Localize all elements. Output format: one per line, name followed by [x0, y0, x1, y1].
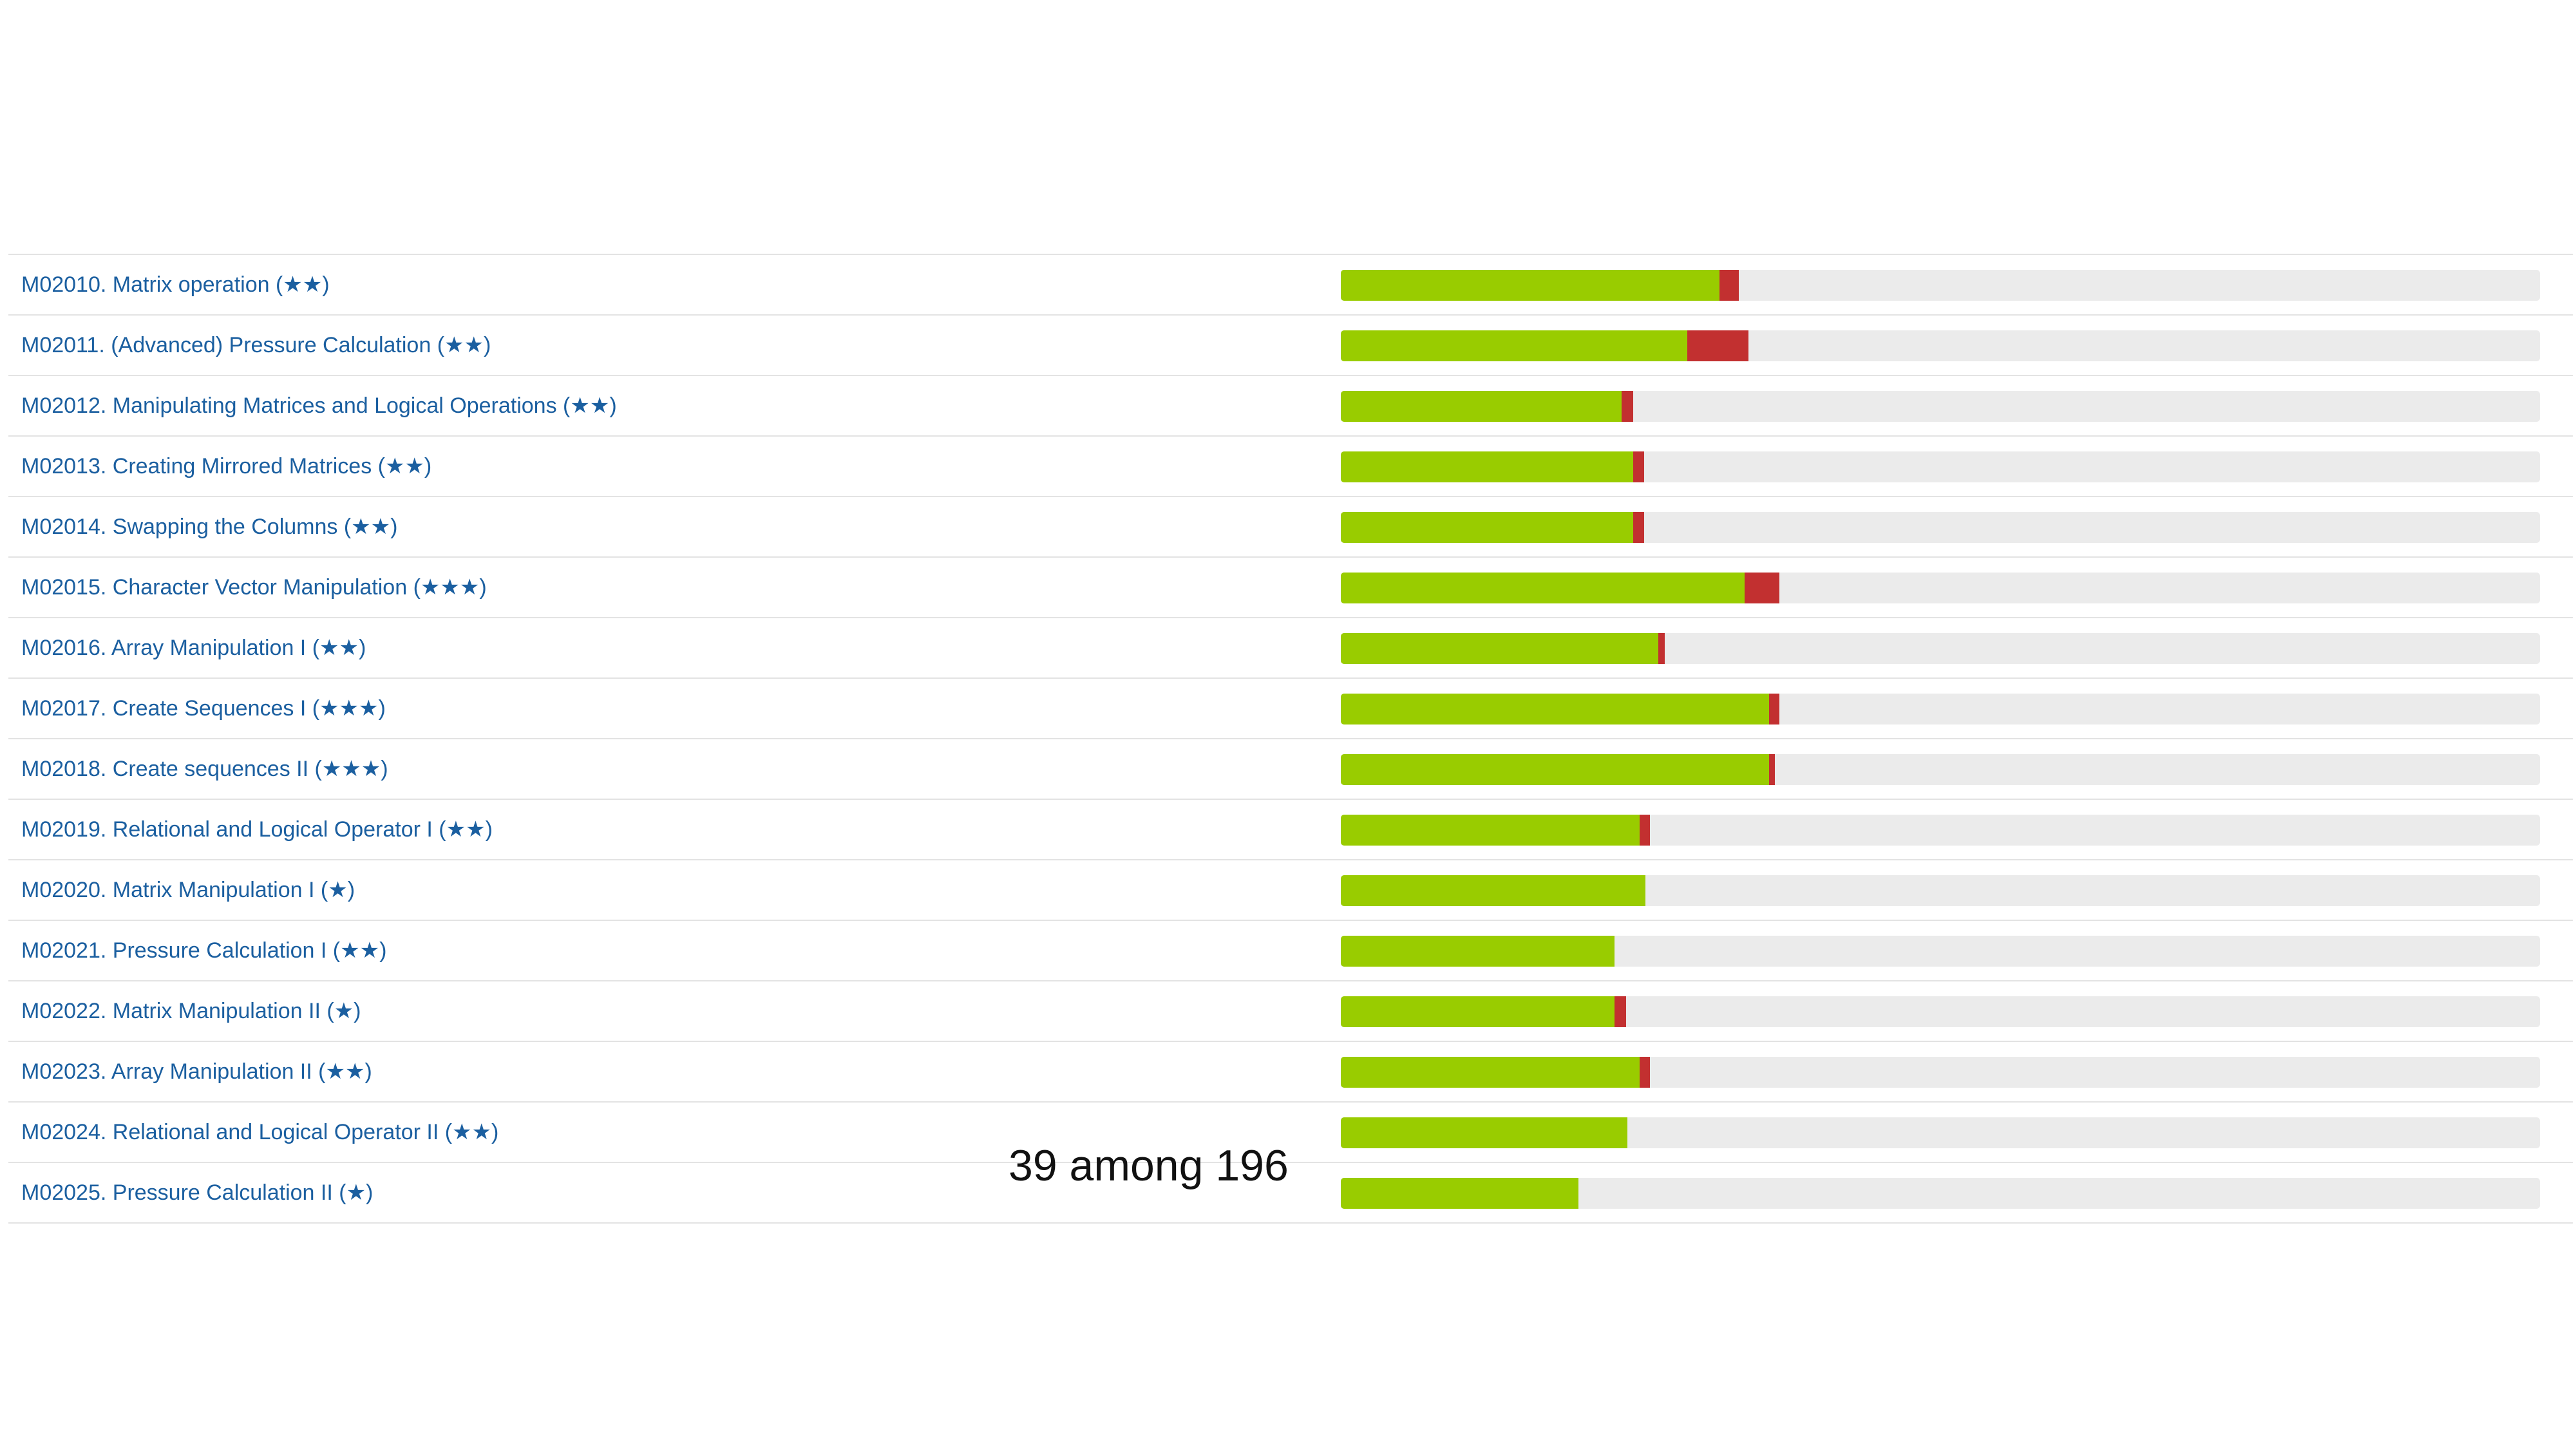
progress-fail-segment: [1745, 573, 1780, 603]
progress-fail-segment: [1614, 996, 1627, 1027]
problem-link[interactable]: M02013. Creating Mirrored Matrices (★★): [21, 454, 432, 478]
progress-pass-segment: [1341, 996, 1615, 1027]
problem-row: M02025. Pressure Calculation II (★): [8, 1163, 2573, 1224]
progress-fail-segment: [1768, 694, 1780, 724]
progress-bar: [1341, 330, 2540, 361]
problem-row: M02022. Matrix Manipulation II (★): [8, 981, 2573, 1042]
count-label: 39 among 196: [1009, 1141, 1289, 1190]
progress-pass-segment: [1341, 875, 1645, 906]
progress-bar: [1341, 1057, 2540, 1088]
problem-link[interactable]: M02015. Character Vector Manipulation (★…: [21, 575, 487, 600]
problem-row: M02012. Manipulating Matrices and Logica…: [8, 376, 2573, 437]
progress-bar: [1341, 1178, 2540, 1209]
progress-bar: [1341, 996, 2540, 1027]
problem-row: M02011. (Advanced) Pressure Calculation …: [8, 316, 2573, 376]
progress-bar: [1341, 512, 2540, 543]
problem-link[interactable]: M02012. Manipulating Matrices and Logica…: [21, 393, 617, 418]
problem-row: M02019. Relational and Logical Operator …: [8, 800, 2573, 860]
progress-pass-segment: [1341, 391, 1622, 422]
problem-row: M02021. Pressure Calculation I (★★): [8, 921, 2573, 981]
progress-pass-segment: [1341, 694, 1769, 724]
problem-row: M02016. Array Manipulation I (★★): [8, 618, 2573, 679]
progress-bar: [1341, 936, 2540, 967]
progress-pass-segment: [1341, 754, 1769, 785]
problem-row: M02020. Matrix Manipulation I (★): [8, 860, 2573, 921]
progress-fail-segment: [1639, 815, 1651, 846]
progress-fail-segment: [1687, 330, 1749, 361]
problem-row: M02017. Create Sequences I (★★★): [8, 679, 2573, 739]
problem-row: M02024. Relational and Logical Operator …: [8, 1103, 2573, 1163]
progress-fail-segment: [1633, 451, 1645, 482]
progress-fail-segment: [1633, 512, 1645, 543]
progress-fail-segment: [1719, 270, 1739, 301]
progress-pass-segment: [1341, 1057, 1640, 1088]
progress-pass-segment: [1341, 1117, 1628, 1148]
progress-bar: [1341, 451, 2540, 482]
progress-bar: [1341, 815, 2540, 846]
progress-bar: [1341, 270, 2540, 301]
progress-bar: [1341, 633, 2540, 664]
problem-link[interactable]: M02023. Array Manipulation II (★★): [21, 1059, 372, 1084]
problem-link[interactable]: M02010. Matrix operation (★★): [21, 272, 330, 297]
problem-row: M02018. Create sequences II (★★★): [8, 739, 2573, 800]
progress-fail-segment: [1658, 633, 1665, 664]
problem-row: M02013. Creating Mirrored Matrices (★★): [8, 437, 2573, 497]
progress-bar: [1341, 754, 2540, 785]
problem-row: M02023. Array Manipulation II (★★): [8, 1042, 2573, 1103]
problem-link[interactable]: M02017. Create Sequences I (★★★): [21, 696, 386, 721]
problem-row: M02015. Character Vector Manipulation (★…: [8, 558, 2573, 618]
progress-bar: [1341, 391, 2540, 422]
progress-bar: [1341, 573, 2540, 603]
progress-bar: [1341, 694, 2540, 724]
progress-pass-segment: [1341, 270, 1720, 301]
progress-pass-segment: [1341, 633, 1659, 664]
problem-link[interactable]: M02016. Array Manipulation I (★★): [21, 636, 366, 660]
problem-link[interactable]: M02019. Relational and Logical Operator …: [21, 817, 493, 842]
problem-link[interactable]: M02021. Pressure Calculation I (★★): [21, 938, 387, 963]
progress-pass-segment: [1341, 1178, 1578, 1209]
progress-bar: [1341, 875, 2540, 906]
progress-bar: [1341, 1117, 2540, 1148]
progress-pass-segment: [1341, 451, 1634, 482]
problem-row: M02010. Matrix operation (★★): [8, 255, 2573, 316]
problem-link[interactable]: M02022. Matrix Manipulation II (★): [21, 999, 361, 1023]
problem-list: M02010. Matrix operation (★★) M02011. (Ad…: [8, 254, 2573, 1224]
problem-link[interactable]: M02024. Relational and Logical Operator …: [21, 1120, 499, 1144]
progress-fail-segment: [1768, 754, 1776, 785]
progress-pass-segment: [1341, 936, 1615, 967]
problem-row: M02014. Swapping the Columns (★★): [8, 497, 2573, 558]
progress-fail-segment: [1639, 1057, 1651, 1088]
problem-link[interactable]: M02025. Pressure Calculation II (★): [21, 1180, 374, 1205]
progress-pass-segment: [1341, 573, 1745, 603]
problem-link[interactable]: M02014. Swapping the Columns (★★): [21, 515, 398, 539]
progress-pass-segment: [1341, 512, 1634, 543]
problem-link[interactable]: M02020. Matrix Manipulation I (★): [21, 878, 355, 902]
progress-fail-segment: [1621, 391, 1634, 422]
progress-pass-segment: [1341, 330, 1688, 361]
problem-link[interactable]: M02011. (Advanced) Pressure Calculation …: [21, 333, 491, 357]
problem-link[interactable]: M02018. Create sequences II (★★★): [21, 757, 388, 781]
progress-pass-segment: [1341, 815, 1640, 846]
